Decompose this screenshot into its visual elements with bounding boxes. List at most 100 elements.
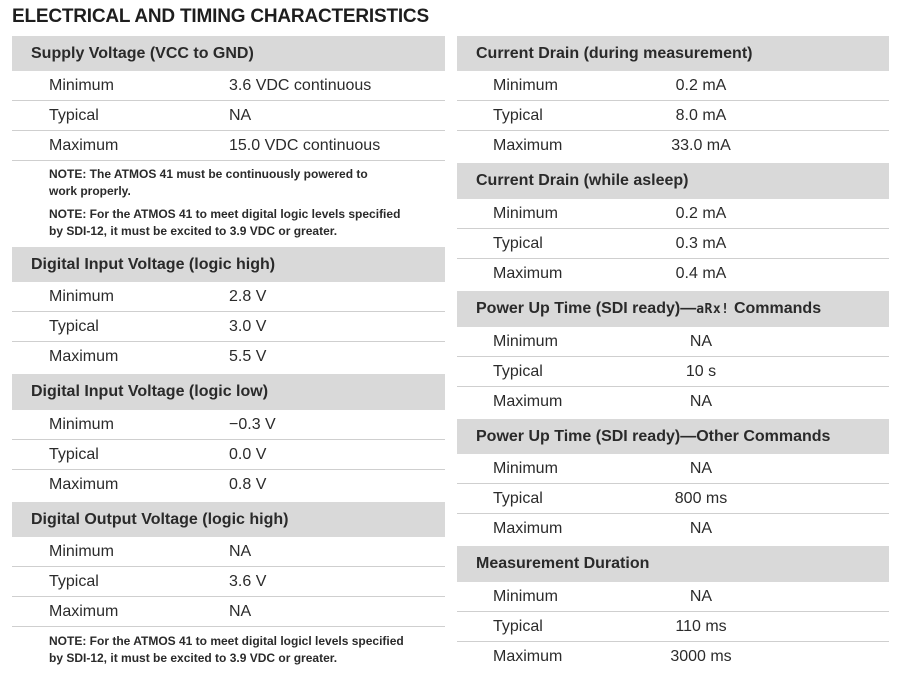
note-line: by SDI-12, it must be excited to 3.9 VDC…	[49, 224, 338, 238]
row-value: NA	[689, 459, 713, 477]
row-value: 33.0 mA	[671, 137, 731, 154]
din-high-maximum-row: Maximum 5.5 V	[12, 342, 445, 372]
row-value: 3000 ms	[670, 648, 732, 665]
row-value: 3.0 V	[229, 317, 267, 335]
row-value: 0.4 mA	[675, 265, 727, 282]
power-up-other-header: Power Up Time (SDI ready)—Other Commands	[457, 419, 889, 454]
left-column: Supply Voltage (VCC to GND) Minimum 3.6 …	[12, 36, 445, 667]
page-title: ELECTRICAL AND TIMING CHARACTERISTICS	[12, 6, 429, 27]
row-label: Maximum	[493, 137, 563, 154]
header-text: Power Up Time (SDI ready)—	[476, 300, 697, 317]
supply-notes: NOTE: The ATMOS 41 must be continuously …	[12, 161, 445, 247]
din-high-minimum-row: Minimum 2.8 V	[12, 282, 445, 312]
row-value: 110 ms	[675, 617, 727, 635]
row-label: Typical	[493, 106, 543, 124]
row-value: 15.0 VDC continuous	[229, 136, 381, 154]
power-arx-minimum-row: Minimum NA	[457, 327, 889, 357]
row-label: Minimum	[493, 332, 558, 350]
note-line: by SDI-12, it must be excited to 3.9 VDC…	[49, 651, 338, 665]
power-up-arx-header: Power Up Time (SDI ready)— aRx! Commands	[457, 291, 889, 327]
row-label: Minimum	[493, 587, 558, 605]
meas-dur-typical-row: Typical 110 ms	[457, 612, 889, 642]
power-other-maximum-row: Maximum NA	[457, 514, 889, 544]
row-label: Maximum	[49, 136, 119, 154]
row-value: 0.0 V	[229, 445, 267, 463]
note-line: NOTE: The ATMOS 41 must be continuously …	[49, 167, 368, 181]
digital-input-low-header: Digital Input Voltage (logic low)	[12, 374, 445, 410]
dout-high-minimum-row: Minimum NA	[12, 537, 445, 567]
row-label: Minimum	[49, 415, 114, 433]
row-value: 2.8 V	[229, 287, 267, 305]
row-value: 10 s	[685, 362, 717, 380]
din-low-minimum-row: Minimum −0.3 V	[12, 410, 445, 440]
digital-output-high-header: Digital Output Voltage (logic high)	[12, 502, 445, 537]
row-value: 3.6 V	[229, 572, 267, 590]
row-label: Maximum	[493, 265, 563, 282]
row-label: Typical	[49, 572, 99, 590]
din-low-maximum-row: Maximum 0.8 V	[12, 470, 445, 500]
row-label: Typical	[493, 489, 543, 507]
din-low-typical-row: Typical 0.0 V	[12, 440, 445, 470]
command-code: aRx!	[696, 301, 730, 317]
power-other-minimum-row: Minimum NA	[457, 454, 889, 484]
row-value: 0.3 mA	[675, 234, 727, 252]
note-line: NOTE: For the ATMOS 41 to meet digital l…	[49, 207, 401, 221]
current-drain-asleep-header: Current Drain (while asleep)	[457, 163, 889, 199]
row-label: Typical	[49, 445, 99, 463]
measurement-duration-header: Measurement Duration	[457, 546, 889, 582]
row-label: Maximum	[493, 520, 563, 537]
power-arx-typical-row: Typical 10 s	[457, 357, 889, 387]
row-value: NA	[689, 332, 713, 350]
row-label: Typical	[493, 617, 543, 635]
row-label: Minimum	[49, 287, 114, 305]
power-other-typical-row: Typical 800 ms	[457, 484, 889, 514]
power-arx-maximum-row: Maximum NA	[457, 387, 889, 417]
row-value: 8.0 mA	[675, 106, 727, 124]
row-label: Typical	[49, 317, 99, 335]
current-drain-measurement-header: Current Drain (during measurement)	[457, 36, 889, 71]
header-text: Commands	[729, 300, 822, 317]
meas-dur-maximum-row: Maximum 3000 ms	[457, 642, 889, 672]
note-line: NOTE: For the ATMOS 41 to meet digital l…	[49, 634, 404, 648]
row-label: Typical	[493, 362, 543, 380]
meas-dur-minimum-row: Minimum NA	[457, 582, 889, 612]
row-label: Maximum	[49, 602, 119, 620]
row-label: Maximum	[49, 348, 119, 365]
row-value: NA	[689, 587, 713, 605]
dout-notes: NOTE: For the ATMOS 41 to meet digital l…	[12, 627, 445, 667]
row-value: −0.3 V	[229, 415, 276, 433]
row-label: Typical	[49, 106, 99, 124]
drain-meas-maximum-row: Maximum 33.0 mA	[457, 131, 889, 161]
row-label: Minimum	[49, 76, 114, 94]
row-label: Maximum	[493, 648, 563, 665]
row-label: Minimum	[49, 542, 114, 560]
row-value: NA	[229, 542, 252, 560]
row-value: NA	[689, 520, 713, 537]
dout-high-maximum-row: Maximum NA	[12, 597, 445, 627]
row-value: NA	[229, 106, 252, 124]
supply-maximum-row: Maximum 15.0 VDC continuous	[12, 131, 445, 161]
row-label: Minimum	[493, 459, 558, 477]
row-label: Typical	[493, 234, 543, 252]
note-line: work properly.	[49, 184, 131, 198]
row-value: 800 ms	[674, 489, 728, 507]
dout-high-typical-row: Typical 3.6 V	[12, 567, 445, 597]
drain-sleep-maximum-row: Maximum 0.4 mA	[457, 259, 889, 289]
supply-typical-row: Typical NA	[12, 101, 445, 131]
digital-input-high-header: Digital Input Voltage (logic high)	[12, 247, 445, 282]
row-value: 3.6 VDC continuous	[229, 76, 372, 94]
row-value: 0.2 mA	[675, 204, 727, 222]
row-label: Minimum	[493, 204, 558, 222]
row-value: 5.5 V	[229, 348, 267, 365]
row-label: Maximum	[493, 393, 563, 410]
supply-minimum-row: Minimum 3.6 VDC continuous	[12, 71, 445, 101]
right-column: Current Drain (during measurement) Minim…	[457, 36, 889, 672]
drain-meas-typical-row: Typical 8.0 mA	[457, 101, 889, 131]
din-high-typical-row: Typical 3.0 V	[12, 312, 445, 342]
drain-sleep-minimum-row: Minimum 0.2 mA	[457, 199, 889, 229]
row-value: 0.2 mA	[675, 76, 727, 94]
row-label: Minimum	[493, 76, 558, 94]
drain-meas-minimum-row: Minimum 0.2 mA	[457, 71, 889, 101]
row-value: NA	[229, 602, 252, 620]
row-value: 0.8 V	[229, 476, 267, 493]
